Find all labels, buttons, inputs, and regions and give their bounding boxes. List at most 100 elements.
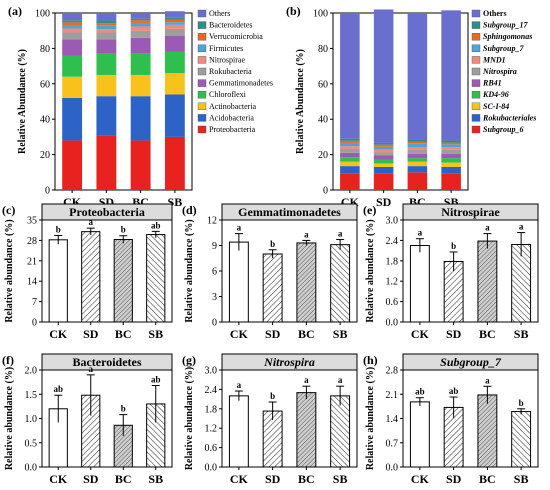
y-axis-label: Relative abundance (%): [184, 367, 195, 470]
bar: [409, 245, 430, 323]
stacked-segment: [62, 76, 83, 98]
y-axis-label: Relative Abundance (%): [295, 49, 306, 154]
legend-swatch: [197, 56, 207, 64]
x-tick-label: SB: [148, 472, 163, 486]
y-tick-label: 2.0: [25, 366, 38, 377]
stacked-segment: [407, 143, 428, 147]
stacked-segment: [340, 152, 360, 158]
legend-swatch: [471, 56, 481, 64]
legend-swatch: [197, 44, 207, 52]
legend-label: Nitrospira: [482, 67, 517, 76]
stacked-segment: [164, 94, 185, 137]
y-tick-label: 2.8: [386, 366, 399, 377]
legend-label: Rokubacteriales: [482, 113, 536, 122]
bar: [511, 411, 532, 468]
legend-swatch: [197, 33, 207, 41]
legend-label: RB41: [482, 79, 502, 88]
legend-label: Verrucomicrobia: [209, 32, 263, 41]
significance-letter: b: [121, 225, 126, 235]
panel-d: (d) Gemmatimonadetes 0 3 6 9 12 CK SD BC SB Relativ…: [182, 203, 358, 341]
stacked-segment: [407, 153, 428, 159]
stacked-segment: [62, 28, 83, 33]
stacked-segment: [164, 73, 185, 95]
significance-letter: a: [338, 375, 343, 385]
panel-title: Proteobacteria: [69, 205, 145, 219]
bar: [113, 239, 133, 323]
panel-label: (g): [182, 353, 196, 367]
x-tick-label: BC: [298, 472, 315, 486]
stacked-segment: [130, 140, 151, 190]
bar: [477, 394, 498, 468]
y-tick-label: 3: [212, 292, 217, 303]
legend-label: Chloroflexi: [209, 90, 247, 99]
panel-label: (e): [363, 203, 376, 217]
stacked-segment: [62, 25, 83, 29]
x-tick-label: CK: [49, 472, 68, 486]
stacked-segment: [164, 36, 185, 52]
x-tick-label: CK: [230, 327, 249, 341]
panel-title: Bacteroidetes: [72, 355, 141, 369]
legend-label: Acidobacteria: [209, 113, 254, 122]
stacked-segment: [96, 32, 117, 40]
legend-label: Firmicutes: [209, 44, 243, 53]
legend-label: Others: [483, 9, 507, 18]
legend-label: Bacteroidetes: [209, 21, 253, 30]
bar: [228, 395, 249, 468]
x-tick-label: SD: [376, 195, 392, 209]
stacked-segment: [340, 173, 360, 190]
legend-label: KD4-96: [482, 90, 509, 99]
y-tick-label: 1.2: [386, 277, 399, 288]
legend-label: Subgroup_17: [483, 21, 528, 30]
stacked-segment: [441, 142, 461, 145]
bar: [81, 231, 101, 323]
panel-label: (d): [182, 203, 197, 217]
significance-letter: ab: [151, 375, 161, 385]
legend-label: Gemmatimonadetes: [209, 79, 273, 88]
legend-label: MND1: [482, 55, 506, 64]
legend-swatch: [197, 9, 207, 18]
y-tick-label: 0.5: [25, 438, 38, 449]
x-tick-label: BC: [115, 472, 132, 486]
legend-label: Sphingomonas: [483, 32, 532, 41]
y-tick-label: 28: [27, 236, 37, 247]
y-tick-label: 1.8: [386, 256, 399, 267]
y-tick-label: 12: [207, 216, 217, 227]
stacked-segment: [62, 97, 83, 141]
significance-letter: b: [56, 224, 61, 234]
legend-label: Rokubacteria: [209, 67, 252, 76]
x-tick-label: BC: [479, 327, 496, 341]
y-tick-label: 0: [32, 318, 37, 329]
legend-swatch: [471, 114, 481, 122]
x-tick-label: CK: [411, 472, 430, 486]
y-tick-label: 1.8: [205, 404, 218, 415]
y-tick-label: 14: [27, 277, 37, 288]
significance-letter: a: [304, 229, 309, 239]
x-tick-label: CK: [230, 472, 249, 486]
bar: [477, 240, 498, 323]
stacked-segment: [340, 166, 360, 174]
y-tick-label: 21: [27, 256, 37, 267]
legend-swatch: [471, 67, 481, 76]
x-tick-label: BC: [479, 472, 496, 486]
y-tick-label: 80: [40, 44, 50, 55]
y-tick-label: 9: [212, 241, 217, 252]
legend-label: Proteobacteria: [209, 125, 256, 134]
y-tick-label: 0.0: [205, 463, 218, 474]
legend-swatch: [197, 90, 207, 99]
stacked-segment: [62, 55, 83, 77]
legend-swatch: [471, 9, 481, 18]
stacked-segment: [164, 136, 185, 190]
x-tick-label: SB: [514, 327, 529, 341]
stacked-segment: [62, 13, 83, 21]
y-tick-label: 35: [27, 216, 37, 227]
y-tick-label: 0.7: [386, 438, 399, 449]
y-tick-label: 1.0: [25, 414, 38, 425]
legend-swatch: [197, 79, 207, 87]
stacked-segment: [407, 158, 428, 162]
y-tick-label: 0.0: [386, 318, 399, 329]
y-tick-label: 7: [32, 297, 37, 308]
stacked-segment: [441, 153, 461, 159]
panel-label: (h): [363, 353, 378, 367]
x-tick-label: SD: [446, 327, 462, 341]
